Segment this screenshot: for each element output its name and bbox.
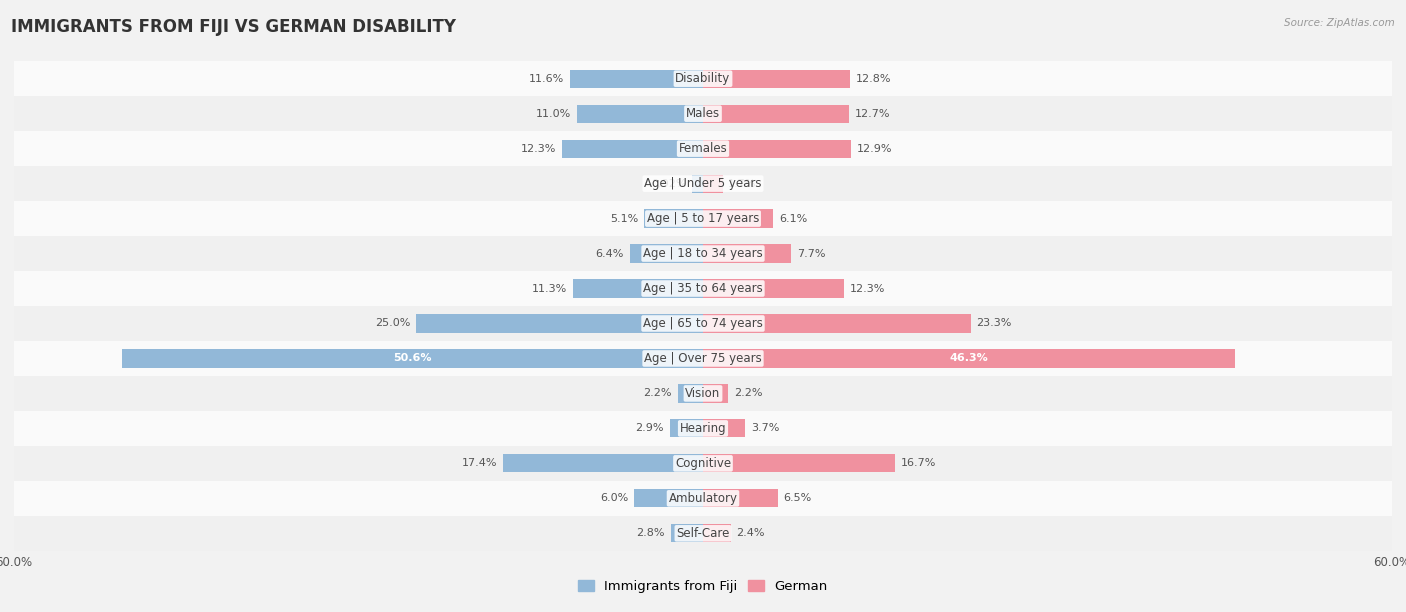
Bar [703, 454, 894, 472]
Bar [703, 315, 970, 332]
Text: Ambulatory: Ambulatory [668, 492, 738, 505]
Text: Self-Care: Self-Care [676, 527, 730, 540]
Text: Age | Over 75 years: Age | Over 75 years [644, 352, 762, 365]
Text: 12.8%: 12.8% [856, 73, 891, 84]
Text: 16.7%: 16.7% [900, 458, 936, 468]
Bar [703, 105, 849, 123]
Text: Females: Females [679, 142, 727, 155]
Text: 2.2%: 2.2% [734, 389, 762, 398]
Text: 7.7%: 7.7% [797, 248, 825, 258]
Bar [703, 174, 723, 193]
Text: Age | 35 to 64 years: Age | 35 to 64 years [643, 282, 763, 295]
Bar [14, 166, 1392, 201]
Bar [671, 524, 703, 542]
Bar [14, 411, 1392, 446]
Bar [576, 105, 703, 123]
Bar [14, 516, 1392, 551]
Text: Source: ZipAtlas.com: Source: ZipAtlas.com [1284, 18, 1395, 28]
Text: 6.1%: 6.1% [779, 214, 807, 223]
Bar [703, 140, 851, 158]
Text: 23.3%: 23.3% [976, 318, 1012, 329]
Text: 6.5%: 6.5% [783, 493, 811, 503]
Text: 12.7%: 12.7% [855, 109, 890, 119]
Text: Age | 5 to 17 years: Age | 5 to 17 years [647, 212, 759, 225]
Text: Hearing: Hearing [679, 422, 727, 435]
Text: Age | Under 5 years: Age | Under 5 years [644, 177, 762, 190]
Bar [569, 70, 703, 88]
Bar [634, 489, 703, 507]
Text: 2.8%: 2.8% [637, 528, 665, 539]
Bar [703, 349, 1234, 368]
Bar [122, 349, 703, 368]
Text: 2.2%: 2.2% [644, 389, 672, 398]
Bar [692, 174, 703, 193]
Text: Age | 18 to 34 years: Age | 18 to 34 years [643, 247, 763, 260]
Bar [14, 96, 1392, 131]
Text: 0.92%: 0.92% [651, 179, 686, 188]
Text: 12.3%: 12.3% [851, 283, 886, 294]
Bar [14, 236, 1392, 271]
Text: 2.4%: 2.4% [737, 528, 765, 539]
Bar [14, 481, 1392, 516]
Text: 11.0%: 11.0% [536, 109, 571, 119]
Text: 3.7%: 3.7% [751, 424, 779, 433]
Bar [562, 140, 703, 158]
Bar [14, 446, 1392, 481]
Bar [14, 306, 1392, 341]
Bar [574, 280, 703, 297]
Bar [703, 384, 728, 403]
Bar [703, 70, 851, 88]
Bar [503, 454, 703, 472]
Text: Males: Males [686, 107, 720, 120]
Bar [703, 244, 792, 263]
Bar [416, 315, 703, 332]
Text: 6.4%: 6.4% [595, 248, 624, 258]
Text: 12.3%: 12.3% [520, 144, 555, 154]
Bar [644, 209, 703, 228]
Bar [703, 209, 773, 228]
Bar [14, 61, 1392, 96]
Text: Disability: Disability [675, 72, 731, 85]
Text: IMMIGRANTS FROM FIJI VS GERMAN DISABILITY: IMMIGRANTS FROM FIJI VS GERMAN DISABILIT… [11, 18, 457, 36]
Text: 6.0%: 6.0% [600, 493, 628, 503]
Text: 11.3%: 11.3% [533, 283, 568, 294]
Bar [703, 524, 731, 542]
Text: Age | 65 to 74 years: Age | 65 to 74 years [643, 317, 763, 330]
Bar [14, 271, 1392, 306]
Bar [678, 384, 703, 403]
Bar [14, 376, 1392, 411]
Legend: Immigrants from Fiji, German: Immigrants from Fiji, German [572, 575, 834, 598]
Text: 12.9%: 12.9% [856, 144, 893, 154]
Text: 50.6%: 50.6% [394, 354, 432, 364]
Text: 5.1%: 5.1% [610, 214, 638, 223]
Bar [703, 489, 778, 507]
Bar [630, 244, 703, 263]
Text: 17.4%: 17.4% [463, 458, 498, 468]
Text: 1.7%: 1.7% [728, 179, 756, 188]
Bar [703, 419, 745, 438]
Text: Vision: Vision [685, 387, 721, 400]
Bar [14, 341, 1392, 376]
Bar [14, 201, 1392, 236]
Text: Cognitive: Cognitive [675, 457, 731, 470]
Bar [703, 280, 844, 297]
Text: 11.6%: 11.6% [529, 73, 564, 84]
Bar [669, 419, 703, 438]
Text: 46.3%: 46.3% [949, 354, 988, 364]
Bar [14, 131, 1392, 166]
Text: 25.0%: 25.0% [375, 318, 411, 329]
Text: 2.9%: 2.9% [636, 424, 664, 433]
